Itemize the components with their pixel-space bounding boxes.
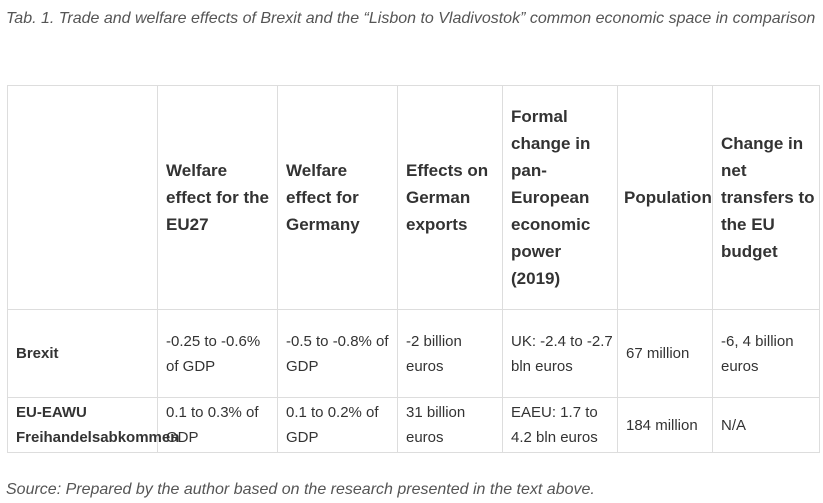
cell-welfare-eu27: -0.25 to -0.6% of GDP bbox=[157, 309, 278, 398]
table-header-row: Welfare effect for the EU27 Welfare effe… bbox=[7, 85, 820, 310]
table-row: EU-EAWU Freihandelsabkommen 0.1 to 0.3% … bbox=[7, 397, 820, 453]
cell-net-transfers: -6, 4 billion euros bbox=[712, 309, 820, 398]
cell-welfare-germany: 0.1 to 0.2% of GDP bbox=[277, 397, 398, 453]
cell-welfare-germany: -0.5 to -0.8% of GDP bbox=[277, 309, 398, 398]
cell-german-exports: 31 billion euros bbox=[397, 397, 503, 453]
header-net-transfers: Change in net transfers to the EU budget bbox=[712, 85, 820, 310]
header-welfare-germany: Welfare effect for Germany bbox=[277, 85, 398, 310]
cell-economic-power: EAEU: 1.7 to 4.2 bln euros bbox=[502, 397, 618, 453]
row-label-eu-eawu: EU-EAWU Freihandelsabkommen bbox=[7, 397, 179, 453]
header-german-exports: Effects on German exports bbox=[397, 85, 503, 310]
cell-welfare-eu27: 0.1 to 0.3% of GDP bbox=[157, 397, 278, 453]
cell-german-exports: -2 billion euros bbox=[397, 309, 503, 398]
header-economic-power: Formal change in pan-European economic p… bbox=[502, 85, 618, 310]
cell-population: 184 million bbox=[617, 397, 713, 453]
comparison-table: Welfare effect for the EU27 Welfare effe… bbox=[7, 85, 820, 453]
cell-population: 67 million bbox=[617, 309, 713, 398]
source-note: Source: Prepared by the author based on … bbox=[6, 481, 595, 498]
row-label-brexit: Brexit bbox=[7, 309, 158, 398]
header-welfare-eu27: Welfare effect for the EU27 bbox=[157, 85, 278, 310]
header-corner bbox=[7, 85, 158, 310]
header-population: Population bbox=[617, 85, 713, 310]
cell-net-transfers: N/A bbox=[712, 397, 820, 453]
table-caption: Tab. 1. Trade and welfare effects of Bre… bbox=[6, 10, 816, 27]
cell-economic-power: UK: -2.4 to -2.7 bln euros bbox=[502, 309, 618, 398]
table-row: Brexit -0.25 to -0.6% of GDP -0.5 to -0.… bbox=[7, 309, 820, 398]
